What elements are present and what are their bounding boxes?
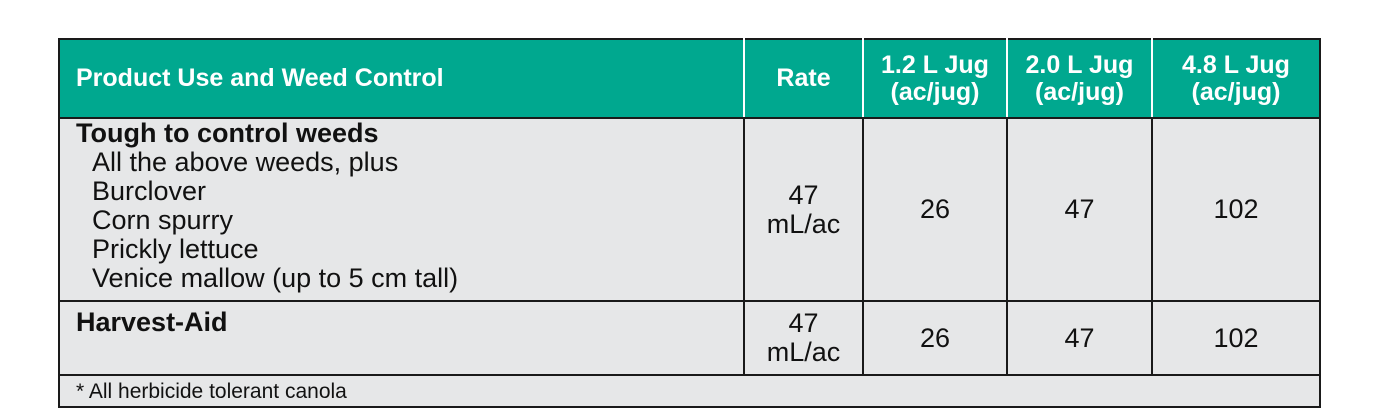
header-text: 1.2 L Jug xyxy=(881,50,989,79)
table-row: Harvest-Aid 47 mL/ac 26 47 102 xyxy=(58,300,1321,376)
header-cell: Rate xyxy=(743,38,864,119)
rate-text: mL/ac xyxy=(766,208,841,239)
rate-text: 47 xyxy=(788,179,819,210)
rate-text: mL/ac xyxy=(766,337,841,367)
header-text: 4.8 L Jug xyxy=(1182,50,1290,79)
row-heading: Harvest-Aid xyxy=(76,307,228,337)
rate-cell: 47 mL/ac xyxy=(743,117,864,302)
weed-item: Corn spurry xyxy=(92,205,234,235)
description-cell: Harvest-Aid xyxy=(58,300,745,376)
table-header: Product Use and Weed Control Rate 1.2 L Ju… xyxy=(58,38,1321,119)
header-text: 2.0 L Jug xyxy=(1025,50,1134,79)
header-text: (ac/jug) xyxy=(1191,77,1281,106)
header-text: Rate xyxy=(776,64,831,92)
description-cell: Tough to control weeds All the above weed… xyxy=(58,117,745,302)
row-heading: Tough to control weeds xyxy=(76,118,379,148)
table-body: Tough to control weeds All the above weed… xyxy=(58,117,1321,408)
weed-item: Burclover xyxy=(92,176,207,206)
header-cell: 1.2 L Jug (ac/jug) xyxy=(862,38,1008,119)
header-cell: 4.8 L Jug (ac/jug) xyxy=(1151,38,1321,119)
product-table: Product Use and Weed Control Rate 1.2 L Ju… xyxy=(58,38,1321,408)
value-cell: 102 xyxy=(1151,117,1321,302)
header-row: Product Use and Weed Control Rate 1.2 L Ju… xyxy=(58,38,1321,119)
header-cell: Product Use and Weed Control xyxy=(58,38,745,119)
footnote: * All herbicide tolerant canola xyxy=(58,374,1321,408)
footnote-row: * All herbicide tolerant canola xyxy=(58,374,1321,408)
value-cell: 26 xyxy=(862,117,1008,302)
value-cell: 47 xyxy=(1006,117,1153,302)
rate-text: 47 xyxy=(788,308,819,338)
rate-cell: 47 mL/ac xyxy=(743,300,864,376)
weed-item: All the above weeds, plus xyxy=(92,147,399,177)
value-cell: 26 xyxy=(862,300,1008,376)
table-row: Tough to control weeds All the above weed… xyxy=(58,117,1321,302)
header-text: (ac/jug) xyxy=(1035,77,1124,106)
value-cell: 102 xyxy=(1151,300,1321,376)
header-text: Product Use and Weed Control xyxy=(76,64,444,92)
header-cell: 2.0 L Jug (ac/jug) xyxy=(1006,38,1153,119)
value-cell: 47 xyxy=(1006,300,1153,376)
weed-item: Venice mallow (up to 5 cm tall) xyxy=(92,263,459,293)
weed-item: Prickly lettuce xyxy=(92,234,259,264)
header-text: (ac/jug) xyxy=(890,77,980,106)
